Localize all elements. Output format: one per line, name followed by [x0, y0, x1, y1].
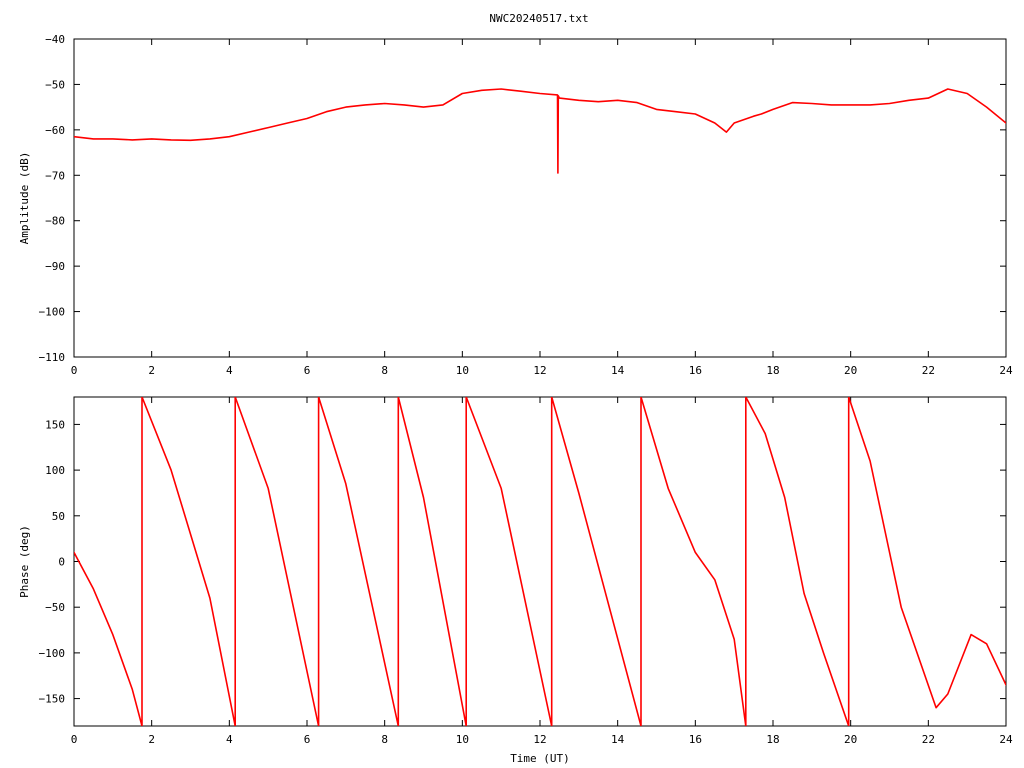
y-tick-label: 0	[58, 556, 65, 569]
y-tick-label: −50	[45, 78, 65, 91]
x-tick-label: 24	[999, 733, 1013, 746]
x-tick-label: 12	[533, 364, 546, 377]
x-tick-label: 2	[148, 364, 155, 377]
x-tick-label: 10	[456, 364, 469, 377]
y-tick-label: −100	[39, 306, 66, 319]
plot-frame	[73, 38, 1007, 358]
y-tick-label: −90	[45, 260, 65, 273]
x-tick-label: 0	[71, 733, 78, 746]
x-tick-label: 4	[226, 733, 233, 746]
x-tick-label: 24	[999, 364, 1013, 377]
y-tick-label: −100	[39, 647, 66, 660]
y-tick-label: 100	[45, 464, 65, 477]
x-tick-label: 22	[922, 364, 935, 377]
chart-title: NWC20240517.txt	[489, 12, 588, 25]
x-tick-label: 20	[844, 364, 857, 377]
x-tick-label: 16	[689, 733, 702, 746]
y-tick-label: −60	[45, 124, 65, 137]
x-tick-label: 18	[766, 364, 779, 377]
x-tick-label: 0	[71, 364, 78, 377]
y-tick-label: −40	[45, 33, 65, 46]
y-axis-label: Amplitude (dB)	[18, 152, 31, 245]
phase-panel: 0 2 4 6 8 10 12 14 16 18 20 22 24150100500−50−100−15…	[18, 396, 1013, 765]
amplitude-trace	[74, 88, 1006, 174]
x-tick-label: 4	[226, 364, 233, 377]
y-tick-label: 150	[45, 418, 65, 431]
x-tick-label: 2	[148, 733, 155, 746]
x-tick-label: 16	[689, 364, 702, 377]
x-tick-label: 6	[304, 733, 311, 746]
amplitude-panel: 0 2 4 6 8 10 12 14 16 18 20 22 24−40−50−60−70−80−90−…	[18, 33, 1013, 377]
x-tick-label: 8	[381, 733, 388, 746]
x-tick-label: 6	[304, 364, 311, 377]
y-tick-label: −80	[45, 215, 65, 228]
x-tick-label: 22	[922, 733, 935, 746]
x-tick-label: 18	[766, 733, 779, 746]
y-tick-label: −150	[39, 693, 66, 706]
x-tick-label: 14	[611, 733, 625, 746]
y-tick-label: −110	[39, 351, 66, 364]
y-tick-label: −50	[45, 601, 65, 614]
y-tick-label: −70	[45, 169, 65, 182]
x-tick-label: 20	[844, 733, 857, 746]
phase-trace	[74, 397, 1006, 726]
x-axis-label: Time (UT)	[510, 752, 570, 765]
x-tick-label: 12	[533, 733, 546, 746]
plot-frame	[73, 396, 1007, 727]
x-tick-label: 10	[456, 733, 469, 746]
y-axis-label: Phase (deg)	[18, 525, 31, 598]
x-tick-label: 14	[611, 364, 625, 377]
x-tick-label: 8	[381, 364, 388, 377]
y-tick-label: 50	[52, 510, 65, 523]
